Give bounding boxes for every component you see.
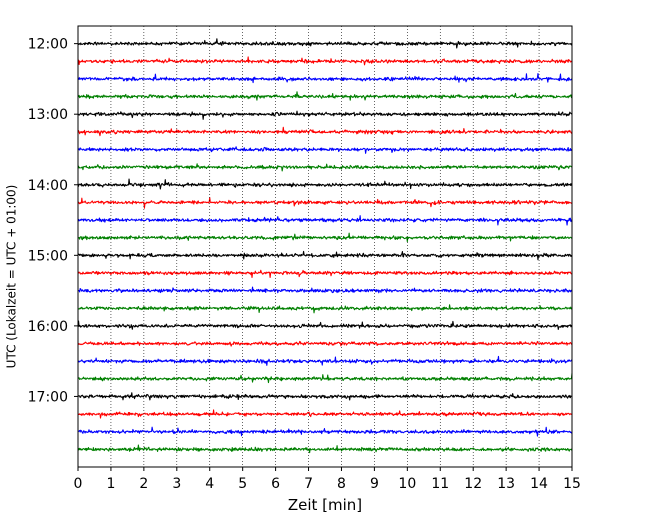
x-tick-label: 5 xyxy=(238,476,247,492)
x-tick-label: 3 xyxy=(172,476,181,492)
x-tick-label: 10 xyxy=(398,476,416,492)
x-tick-label: 0 xyxy=(74,476,83,492)
x-tick-label: 6 xyxy=(271,476,280,492)
trace-line xyxy=(77,91,573,101)
trace-line xyxy=(77,232,573,243)
x-tick-label: 9 xyxy=(370,476,379,492)
x-axis-ticks: 0 1 2 3 4 5 6 7 8 9 10 11 12 13 14 15 xyxy=(74,467,581,492)
x-tick-label: 1 xyxy=(106,476,115,492)
trace-line xyxy=(77,146,573,154)
trace-line xyxy=(77,444,573,454)
trace-line xyxy=(77,373,573,384)
trace-line xyxy=(77,110,573,120)
trace-line xyxy=(77,73,573,84)
x-tick-label: 4 xyxy=(205,476,214,492)
trace-line xyxy=(77,304,573,314)
trace-line xyxy=(77,340,573,347)
trace-line xyxy=(77,250,573,261)
y-tick-label: 13:00 xyxy=(28,107,68,123)
y-tick-label: 15:00 xyxy=(28,248,68,264)
y-axis-label: UTC (Lokalzeit = UTC + 01:00) xyxy=(5,185,19,369)
trace-line xyxy=(77,163,573,172)
y-axis-ticks: 12:00 13:00 14:00 15:00 16:00 17:00 xyxy=(28,37,78,405)
trace-line xyxy=(77,286,573,294)
x-tick-label: 15 xyxy=(563,476,581,492)
trace-line xyxy=(77,269,573,278)
x-axis-label: Zeit [min] xyxy=(288,496,362,514)
trace-line xyxy=(77,355,573,366)
x-tick-label: 2 xyxy=(139,476,148,492)
trace-line xyxy=(77,215,573,226)
plot-frame xyxy=(77,25,573,468)
x-tick-label: 7 xyxy=(304,476,313,492)
y-tick-label: 16:00 xyxy=(28,319,68,335)
vertical-gridlines xyxy=(110,26,540,467)
x-tick-label: 13 xyxy=(497,476,515,492)
y-tick-label: 12:00 xyxy=(28,37,68,53)
trace-line xyxy=(77,126,573,137)
trace-line xyxy=(77,196,573,209)
y-tick-label: 14:00 xyxy=(28,178,68,194)
trace-line xyxy=(77,38,573,49)
x-tick-label: 11 xyxy=(431,476,449,492)
seismic-traces xyxy=(77,38,573,454)
trace-line xyxy=(77,320,573,330)
x-tick-label: 14 xyxy=(530,476,548,492)
x-tick-label: 12 xyxy=(464,476,482,492)
trace-line xyxy=(77,178,573,190)
y-tick-label: 17:00 xyxy=(28,389,68,405)
x-tick-label: 8 xyxy=(337,476,346,492)
trace-line xyxy=(77,409,573,419)
trace-line xyxy=(77,56,573,66)
trace-line xyxy=(77,426,573,437)
trace-line xyxy=(77,392,573,401)
